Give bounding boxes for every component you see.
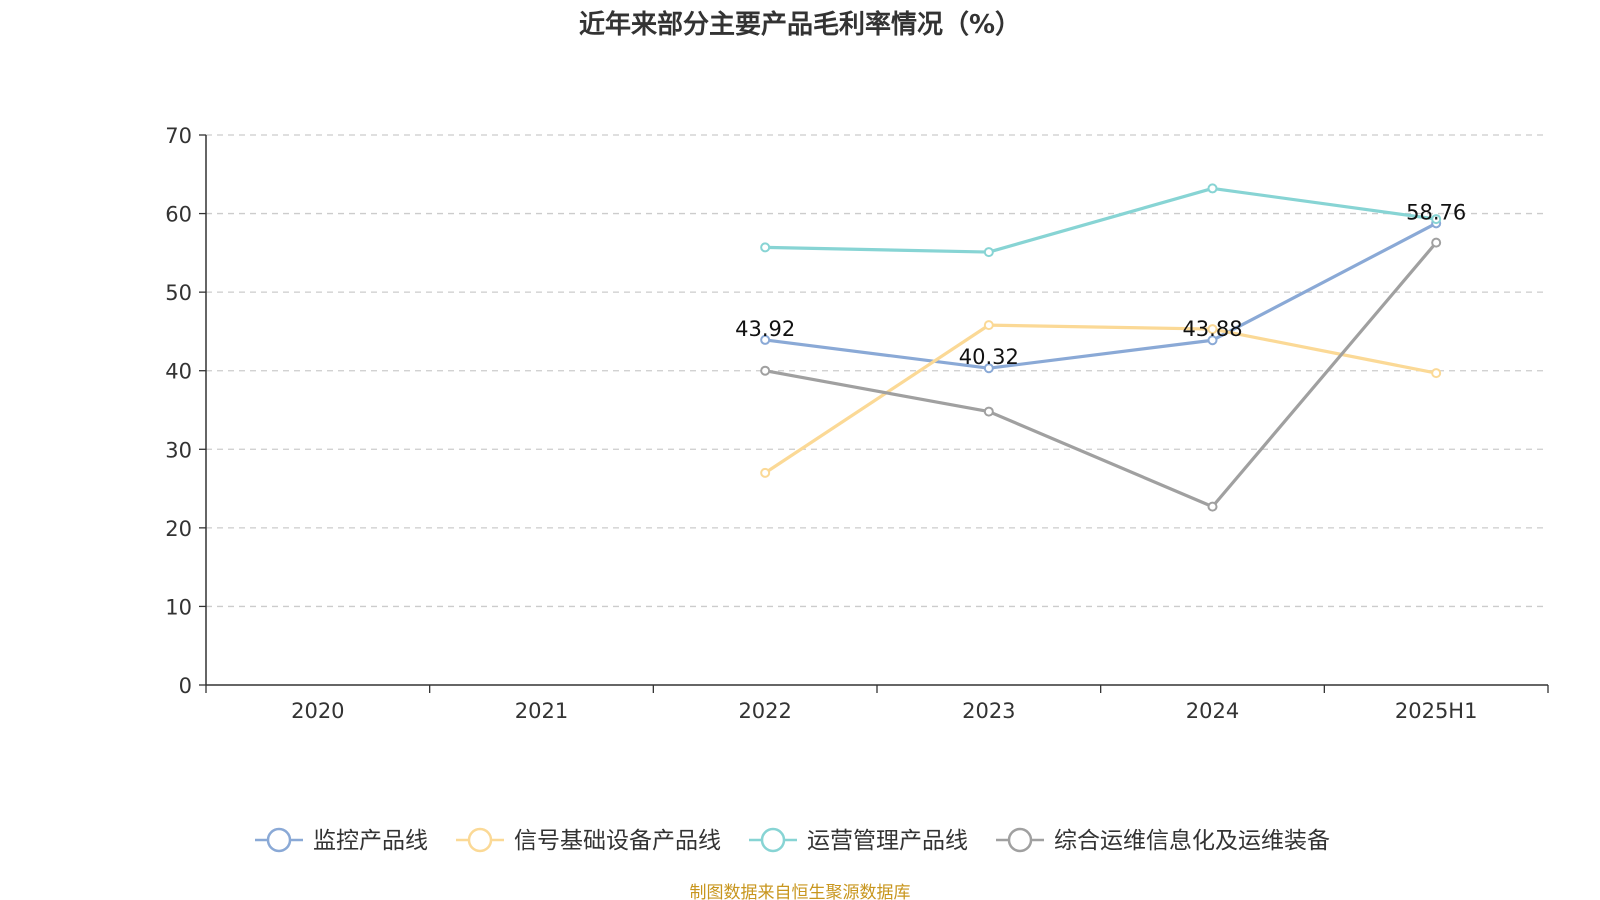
data-point — [1207, 183, 1218, 194]
x-tick-label: 2021 — [515, 699, 568, 723]
data-point — [983, 320, 994, 331]
series-line — [764, 221, 1437, 370]
series-line — [764, 241, 1438, 509]
data-point — [1207, 501, 1218, 512]
legend-item[interactable]: 监控产品线 — [255, 827, 428, 854]
legend-marker-icon — [1007, 827, 1033, 853]
data-point — [760, 365, 771, 376]
data-label: 58.76 — [1406, 200, 1466, 224]
data-point — [1207, 324, 1218, 335]
data-point — [1207, 335, 1218, 346]
legend-item[interactable]: 运营管理产品线 — [749, 827, 968, 854]
x-tick-label: 2022 — [738, 699, 791, 723]
y-tick-label: 10 — [165, 595, 192, 619]
x-tick-label: 2023 — [962, 699, 1015, 723]
data-point — [760, 467, 771, 478]
y-tick-label: 20 — [165, 517, 192, 541]
legend-marker-icon — [467, 827, 493, 853]
data-label: 40.32 — [959, 345, 1019, 369]
x-tick-label: 2024 — [1186, 699, 1239, 723]
data-point — [760, 334, 771, 345]
legend-label: 信号基础设备产品线 — [514, 828, 721, 854]
series-line — [764, 323, 1437, 475]
y-tick-label: 0 — [179, 674, 192, 698]
data-point — [1431, 237, 1442, 248]
x-tick-label: 2025H1 — [1395, 699, 1478, 723]
data-point — [760, 242, 771, 253]
source-note: 制图数据来自恒生聚源数据库 — [690, 883, 911, 900]
legend-marker-icon — [266, 827, 292, 853]
data-label: 43.88 — [1182, 317, 1242, 341]
y-tick-label: 70 — [165, 124, 192, 148]
legend-marker-icon — [760, 827, 786, 853]
x-tick-label: 2020 — [291, 699, 344, 723]
y-tick-label: 30 — [165, 438, 192, 462]
chart-title: 近年来部分主要产品毛利率情况（%） — [579, 9, 1021, 40]
data-point — [983, 247, 994, 258]
legend-label: 综合运维信息化及运维装备 — [1054, 828, 1330, 854]
data-point — [983, 406, 994, 417]
data-point — [1431, 368, 1442, 379]
legend-item[interactable]: 信号基础设备产品线 — [456, 827, 721, 854]
legend-label: 运营管理产品线 — [807, 828, 968, 854]
legend-item[interactable]: 综合运维信息化及运维装备 — [996, 827, 1330, 854]
data-label: 43.92 — [735, 317, 795, 341]
series-line — [765, 186, 1437, 254]
y-tick-label: 50 — [165, 281, 192, 305]
legend-label: 监控产品线 — [313, 828, 428, 854]
data-point — [1431, 214, 1442, 225]
data-point — [983, 363, 994, 374]
y-tick-label: 40 — [165, 360, 192, 384]
y-tick-label: 60 — [165, 203, 192, 227]
